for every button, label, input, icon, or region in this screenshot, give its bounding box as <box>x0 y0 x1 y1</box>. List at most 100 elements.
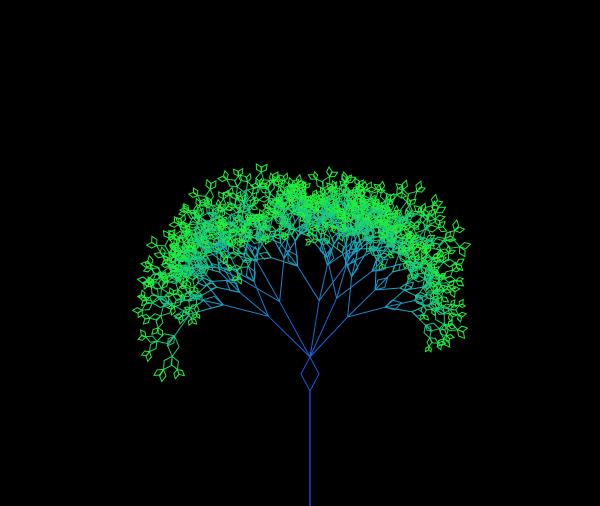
leaf-diamond-540 <box>227 201 234 209</box>
leaf-diamond-930 <box>413 220 420 230</box>
leaf-diamond-395 <box>168 221 180 228</box>
leaf-diamond-987 <box>270 198 281 205</box>
branch-segment-388 <box>204 233 227 250</box>
branch-segment-962 <box>306 218 310 237</box>
leaf-diamond-89 <box>162 229 170 239</box>
leaf-diamond-1000 <box>307 174 318 180</box>
leaf-diamond-207 <box>234 220 239 227</box>
leaf-diamond-1008 <box>344 176 357 184</box>
leaf-diamond-604 <box>292 185 300 192</box>
leaf-diamond-1436 <box>414 253 420 262</box>
leaf-diamond-638 <box>231 276 239 282</box>
branch-segment-1150 <box>336 270 373 299</box>
branch-segment-386 <box>225 248 243 280</box>
leaf-diamond-61 <box>143 279 150 291</box>
leaf-diamond-1398 <box>397 245 404 256</box>
leaf-diamond-1547 <box>449 303 458 308</box>
leaf-diamond-644 <box>222 256 228 265</box>
branch-segment-1046 <box>336 258 349 299</box>
leaf-diamond-570 <box>265 179 271 190</box>
leaf-diamond-1471 <box>397 247 405 252</box>
leaf-diamond-1525 <box>456 313 463 323</box>
branch-segment-733 <box>318 264 328 301</box>
leaf-diamond-1175 <box>401 179 408 191</box>
leaf-diamond-361 <box>161 280 169 289</box>
branch-segment-109 <box>216 286 240 293</box>
branch-segment-649 <box>260 241 272 258</box>
leaf-diamond-17 <box>149 340 158 353</box>
leaf-diamond-1112 <box>386 201 394 206</box>
leaf-diamond-1242 <box>445 245 451 255</box>
leaf-diamond-1105 <box>361 180 368 191</box>
leaf-diamond-344 <box>165 256 172 267</box>
leaf-diamond-1003 <box>326 165 333 178</box>
leaf-diamond-470 <box>193 187 199 197</box>
leaf-diamond-1226 <box>413 204 423 214</box>
branch-segment-143 <box>219 271 240 293</box>
leaf-diamond-985 <box>270 209 280 215</box>
leaf-diamond-1500 <box>413 294 429 304</box>
leaf-diamond-1104 <box>355 185 366 191</box>
leaf-diamond-1405 <box>394 227 402 234</box>
branch-segment-247 <box>243 255 255 282</box>
branch-segment-1259 <box>328 242 343 254</box>
leaf-diamond-1162 <box>359 188 365 200</box>
leaf-diamond-83 <box>144 261 152 270</box>
leaf-diamond-742 <box>280 232 289 237</box>
leaf-diamond-235 <box>191 244 200 250</box>
branch-segment-1186 <box>371 249 394 272</box>
leaf-diamond-1375 <box>367 212 372 221</box>
leaf-diamond-229 <box>182 241 192 247</box>
leaf-diamond-351 <box>187 245 194 252</box>
leaf-diamond-706 <box>256 213 265 218</box>
leaf-diamond-1559 <box>445 334 451 344</box>
leaf-diamond-1564 <box>426 336 433 348</box>
branch-segment-1447 <box>399 287 416 297</box>
leaf-diamond-1287 <box>360 208 369 215</box>
leaf-diamond-220 <box>188 286 196 294</box>
leaf-diamond-1164 <box>379 188 388 203</box>
leaf-diamond-218 <box>192 275 200 288</box>
leaf-diamond-1088 <box>314 198 326 205</box>
leaf-diamond-647 <box>226 242 235 247</box>
branch-segment-215 <box>208 266 230 269</box>
leaf-diamond-1552 <box>424 324 433 333</box>
leaf-diamond-254 <box>199 252 207 257</box>
branch-segment-316 <box>241 278 280 303</box>
leaf-diamond-552 <box>272 175 280 183</box>
leaf-diamond-485 <box>255 163 262 173</box>
leaf-diamond-1189 <box>394 214 402 228</box>
branch-segment-281 <box>253 257 256 282</box>
branch-segment-1397 <box>392 254 400 273</box>
leaf-diamond-21 <box>137 335 147 341</box>
leaf-diamond-1335 <box>352 195 359 207</box>
leaf-diamond-493 <box>243 201 251 212</box>
leaf-diamond-454 <box>215 198 222 209</box>
branch-segment-315 <box>279 301 311 358</box>
branch-segment-946 <box>290 226 310 237</box>
leaf-diamond-1408 <box>410 231 415 240</box>
leaf-diamond-535 <box>217 223 228 230</box>
leaf-diamond-191 <box>187 227 194 235</box>
leaf-diamond-288 <box>210 233 220 239</box>
leaf-diamond-1387 <box>394 223 403 229</box>
leaf-diamond-358 <box>177 288 183 298</box>
branch-segment-336 <box>192 272 212 282</box>
leaf-diamond-451 <box>198 201 208 207</box>
leaf-diamond-1074 <box>344 174 353 183</box>
branch-segment-320 <box>195 281 212 296</box>
branch-segment-1050 <box>327 215 343 231</box>
leaf-diamond-549 <box>255 177 261 188</box>
leaf-diamond-1271 <box>314 223 319 231</box>
leaf-diamond-1516 <box>455 279 465 287</box>
leaf-diamond-486 <box>260 163 268 173</box>
leaf-diamond-1174 <box>395 183 404 191</box>
leaf-diamond-1092 <box>332 180 338 191</box>
leaf-diamond-340 <box>163 275 169 285</box>
leaf-diamond-445 <box>177 222 189 229</box>
branch-segment-665 <box>280 243 299 267</box>
leaf-diamond-334 <box>164 292 174 298</box>
leaf-diamond-1234 <box>453 226 466 234</box>
branch-segment-1309 <box>357 240 370 253</box>
leaf-diamond-1348 <box>400 225 408 231</box>
